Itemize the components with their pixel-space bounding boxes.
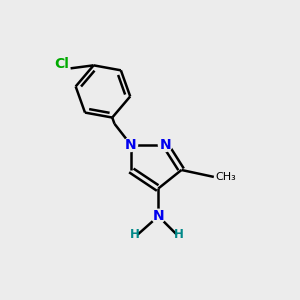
Circle shape bbox=[158, 138, 172, 152]
Circle shape bbox=[152, 209, 165, 223]
Text: CH₃: CH₃ bbox=[215, 172, 236, 182]
Text: N: N bbox=[160, 138, 171, 152]
Text: H: H bbox=[174, 228, 184, 241]
Text: N: N bbox=[125, 138, 136, 152]
Circle shape bbox=[124, 138, 138, 152]
Text: Cl: Cl bbox=[54, 57, 69, 71]
Text: H: H bbox=[130, 228, 140, 241]
Text: N: N bbox=[153, 209, 164, 223]
